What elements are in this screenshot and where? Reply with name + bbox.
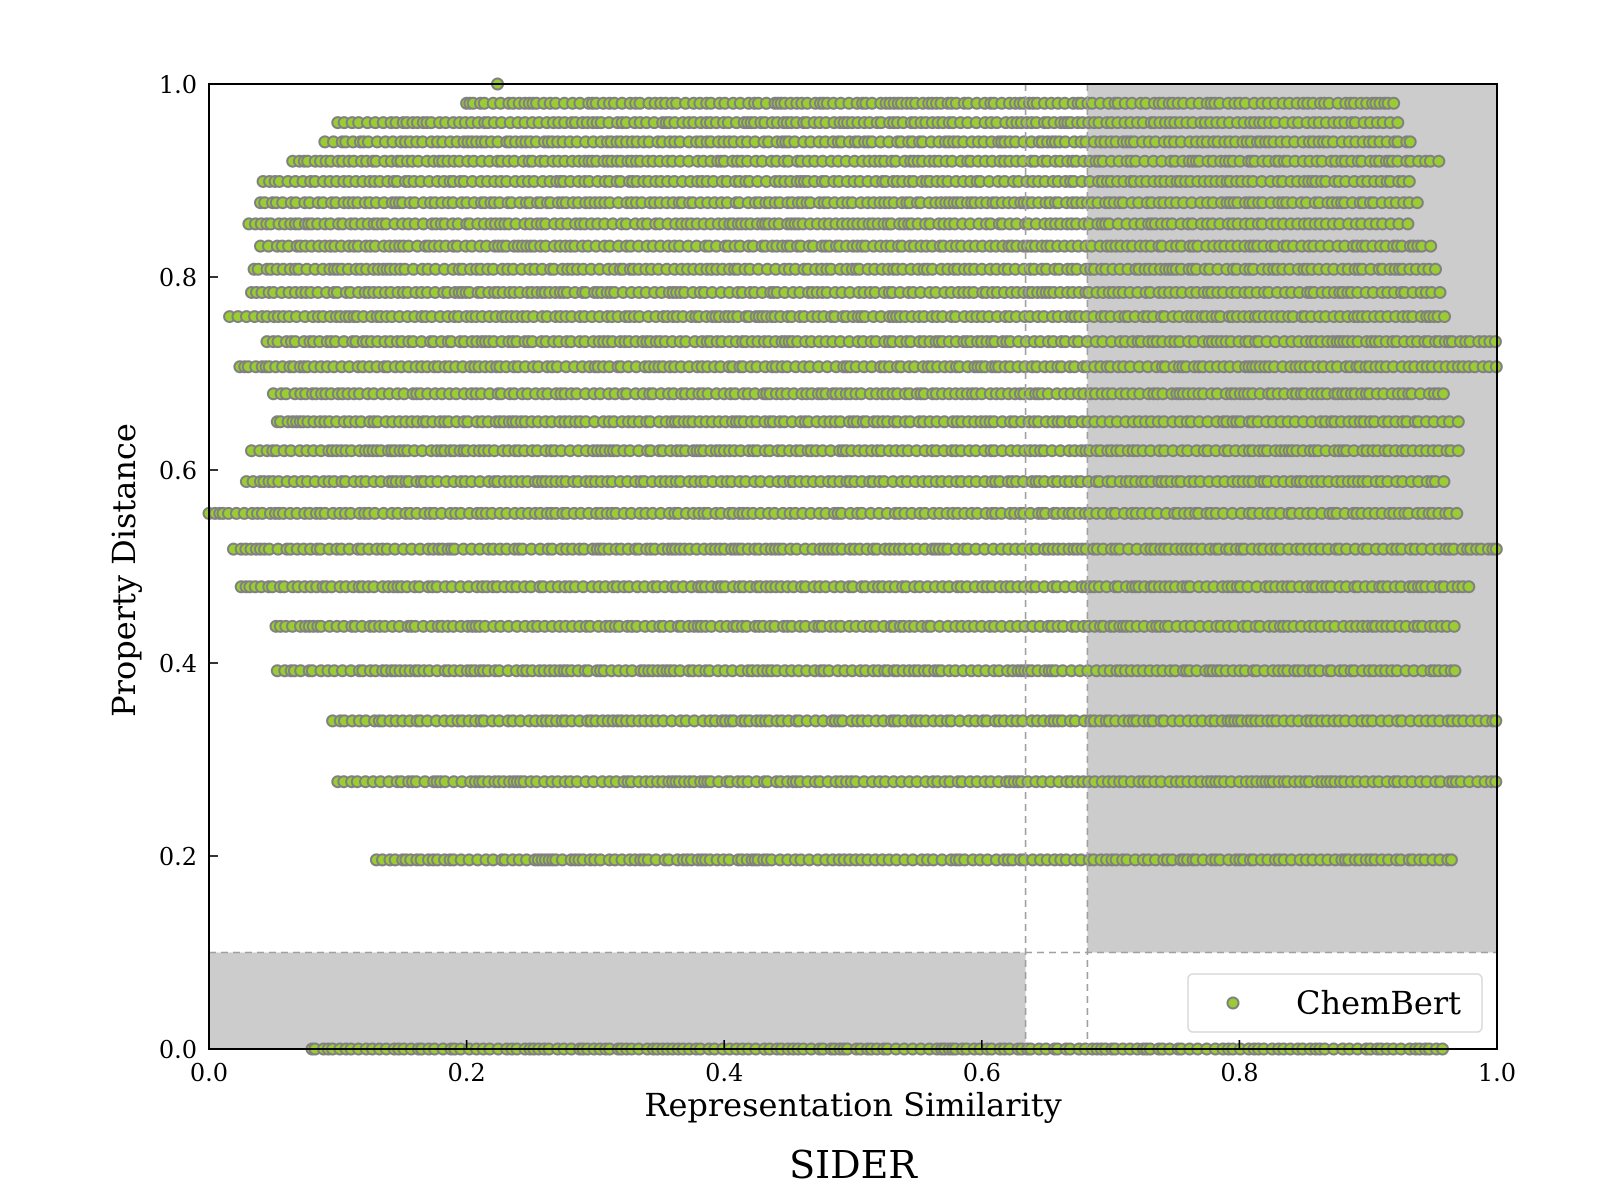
data-point xyxy=(1444,853,1458,867)
point-row xyxy=(245,285,1447,299)
point-row xyxy=(227,542,1503,556)
data-point xyxy=(1451,444,1465,458)
data-point xyxy=(1451,415,1465,429)
data-point xyxy=(1401,217,1415,231)
data-point xyxy=(1424,239,1438,253)
data-point xyxy=(1403,135,1417,149)
data-point xyxy=(1438,310,1451,324)
data-point xyxy=(1488,335,1502,349)
point-row xyxy=(245,444,1465,458)
shaded-region-1 xyxy=(209,952,1026,1049)
data-point xyxy=(1391,116,1405,130)
point-row xyxy=(223,310,1451,324)
point-row xyxy=(247,262,1442,276)
data-point xyxy=(1436,387,1450,401)
data-point xyxy=(1433,285,1447,299)
point-row xyxy=(369,853,1458,867)
point-row xyxy=(254,196,1424,210)
point-row xyxy=(270,415,1465,429)
data-point xyxy=(1432,154,1446,168)
point-row xyxy=(318,135,1417,149)
data-point xyxy=(1462,580,1476,594)
plot-area xyxy=(202,77,1503,1056)
point-row xyxy=(331,775,1503,789)
data-point xyxy=(1489,714,1503,728)
point-row xyxy=(234,580,1476,594)
point-row xyxy=(269,619,1461,633)
point-row xyxy=(202,506,1464,520)
data-point xyxy=(1437,475,1451,489)
point-row xyxy=(254,239,1438,253)
point-row xyxy=(239,475,1451,489)
data-point xyxy=(1448,664,1462,678)
data-point xyxy=(1402,174,1416,188)
data-point xyxy=(1450,506,1464,520)
data-point xyxy=(1410,196,1424,210)
point-row xyxy=(233,360,1503,374)
data-point xyxy=(1447,619,1461,633)
point-row xyxy=(460,96,1401,110)
point-row xyxy=(270,664,1462,678)
point-row xyxy=(331,116,1405,130)
point-row xyxy=(242,217,1415,231)
point-row xyxy=(326,714,1503,728)
point-row xyxy=(260,335,1502,349)
point-row xyxy=(266,387,1450,401)
data-point xyxy=(1429,262,1442,276)
point-row xyxy=(256,174,1416,188)
point-row xyxy=(286,154,1446,168)
data-point xyxy=(1489,775,1503,789)
